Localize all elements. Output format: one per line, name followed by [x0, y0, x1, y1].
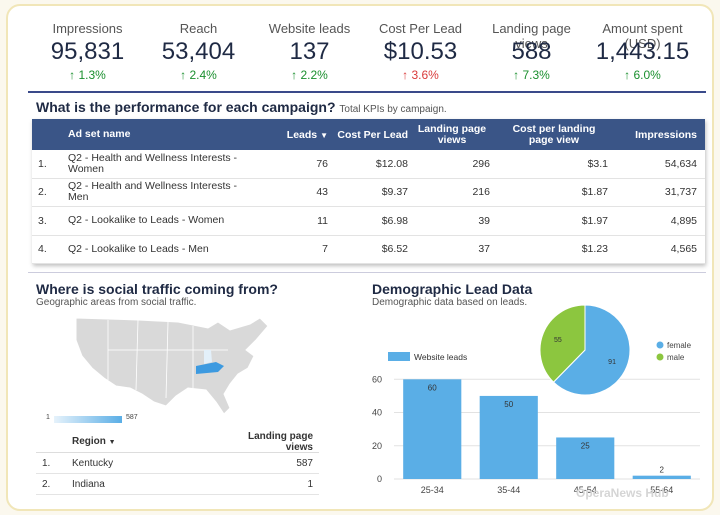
- demographic-chart: 0 20 40 60 60 25-34 50 35-44 25 45-54 2 55-64 Websit…: [372, 304, 700, 495]
- kpi-value: 1,443.15: [595, 38, 690, 65]
- bar: [479, 395, 538, 479]
- legend-max: 587: [126, 414, 138, 421]
- kpi-value: 588: [511, 38, 552, 65]
- col-cost-per-lp-view[interactable]: Cost per landing page view: [512, 122, 596, 146]
- kpi-value: 137: [289, 38, 330, 65]
- legend-min: 1: [46, 414, 50, 421]
- demo-section-subtitle: Demographic data based on leads.: [372, 297, 528, 308]
- kpi-delta: ↑ 6.0%: [624, 68, 661, 82]
- demo-section-title: Demographic Lead Data: [372, 281, 533, 297]
- pie-data-label: 55: [554, 337, 562, 344]
- bar-data-label: 2: [660, 466, 665, 475]
- x-tick-label: 55-64: [650, 485, 673, 495]
- legend-swatch-female: [656, 341, 664, 349]
- kpi-label: Cost Per Lead: [378, 21, 463, 36]
- kpi-label: Landing page views: [492, 21, 571, 51]
- x-tick-label: 35-44: [497, 485, 520, 495]
- kpi-delta: ↑ 2.2%: [291, 68, 328, 82]
- us-map-body: [75, 317, 269, 415]
- arrow-up-icon: ↑: [402, 68, 412, 82]
- kpi-delta: ↑ 7.3%: [513, 68, 550, 82]
- campaign-table: Ad set name Leads ▼ Cost Per Lead Landin…: [32, 119, 705, 264]
- geo-section-subtitle: Geographic areas from social traffic.: [36, 297, 197, 308]
- col-landing-page-views[interactable]: Landing page views: [417, 122, 487, 146]
- kpi-delta: ↑ 2.4%: [180, 68, 217, 82]
- region-table: Region ▼ Landing page views 1. Kentucky …: [36, 431, 319, 495]
- legend-swatch-website-leads: [388, 352, 410, 361]
- col-cost-per-lead[interactable]: Cost Per Lead: [337, 128, 408, 141]
- legend-label-female: female: [667, 341, 692, 350]
- table-row: 1. Kentucky 587: [36, 453, 319, 474]
- kpi-label: Website leads: [268, 21, 351, 36]
- map-color-scale: [54, 416, 122, 423]
- kpi-website-leads: Website leads 137 ↑ 2.2%: [254, 6, 365, 88]
- campaign-section-subtitle: Total KPIs by campaign.: [339, 104, 447, 115]
- col-landing-page-views[interactable]: Landing page views: [248, 430, 313, 453]
- kpi-cost-per-lead: Cost Per Lead $10.53 ↑ 3.6%: [365, 6, 476, 88]
- kpi-delta: ↑ 1.3%: [69, 68, 106, 82]
- us-map[interactable]: [68, 310, 288, 418]
- y-tick-label: 0: [377, 474, 382, 484]
- divider: [28, 91, 706, 93]
- pie-slice-female: [552, 304, 631, 396]
- kpi-value: 53,404: [161, 38, 236, 65]
- arrow-up-icon: ↑: [291, 68, 301, 82]
- y-tick-label: 60: [372, 374, 382, 384]
- table-row: 4. Q2 - Lookalike to Leads - Men 7 $6.52…: [32, 235, 705, 264]
- bar-data-label: 50: [504, 400, 513, 409]
- bar-data-label: 60: [428, 383, 437, 392]
- table-row: 1. Q2 - Health and Wellness Interests - …: [32, 150, 705, 179]
- sort-icon: ▼: [108, 439, 116, 446]
- divider: [28, 272, 706, 273]
- campaign-section-title: What is the performance for each campaig…: [36, 99, 447, 115]
- x-tick-label: 45-54: [574, 485, 597, 495]
- arrow-up-icon: ↑: [180, 68, 190, 82]
- kpi-landing-page-views: Landing page views 588 ↑ 7.3%: [476, 6, 587, 88]
- bar: [556, 437, 615, 479]
- col-ad-set-name[interactable]: Ad set name: [68, 128, 131, 140]
- kpi-impressions: Impressions 95,831 ↑ 1.3%: [32, 6, 143, 88]
- kpi-label: Reach: [179, 21, 218, 36]
- table-row: 2. Q2 - Health and Wellness Interests - …: [32, 178, 705, 207]
- kpi-value: $10.53: [383, 38, 458, 65]
- col-region[interactable]: Region ▼: [72, 436, 116, 447]
- kpi-label: Amount spent (USD): [602, 21, 683, 51]
- legend-label-male: male: [667, 353, 685, 362]
- bar: [403, 379, 462, 479]
- geo-section-title: Where is social traffic coming from?: [36, 281, 278, 297]
- table-header: Region ▼ Landing page views: [36, 431, 319, 453]
- watermark: OperaNews Hub: [576, 486, 669, 500]
- x-tick-label: 25-34: [421, 485, 444, 495]
- map-region-kentucky: [196, 362, 224, 374]
- map-state-lines: [107, 319, 228, 399]
- y-tick-label: 20: [372, 441, 382, 451]
- bar-data-label: 25: [581, 441, 590, 450]
- arrow-up-icon: ↑: [624, 68, 634, 82]
- pie-slice-male: [539, 304, 586, 383]
- col-leads[interactable]: Leads ▼: [286, 128, 328, 141]
- legend-swatch-male: [656, 353, 664, 361]
- kpi-row: Impressions 95,831 ↑ 1.3% Reach 53,404 ↑…: [8, 6, 712, 88]
- table-row: 3. Q2 - Lookalike to Leads - Women 11 $6…: [32, 207, 705, 236]
- table-row: 2. Indiana 1: [36, 474, 319, 495]
- kpi-reach: Reach 53,404 ↑ 2.4%: [143, 6, 254, 88]
- sort-desc-icon: ▼: [320, 130, 328, 140]
- dashboard: Impressions 95,831 ↑ 1.3% Reach 53,404 ↑…: [6, 4, 714, 511]
- legend-label-website-leads: Website leads: [414, 352, 467, 362]
- arrow-up-icon: ↑: [513, 68, 523, 82]
- kpi-label: Impressions: [52, 21, 123, 36]
- kpi-delta: ↑ 3.6%: [402, 68, 439, 82]
- pie-data-label: 91: [608, 359, 616, 366]
- kpi-amount-spent: Amount spent (USD) 1,443.15 ↑ 6.0%: [587, 6, 698, 88]
- col-impressions[interactable]: Impressions: [635, 128, 697, 141]
- kpi-value: 95,831: [50, 38, 125, 65]
- map-region-indiana: [204, 350, 212, 364]
- y-tick-label: 40: [372, 408, 382, 418]
- arrow-up-icon: ↑: [69, 68, 79, 82]
- bar: [632, 475, 691, 479]
- table-header: Ad set name Leads ▼ Cost Per Lead Landin…: [32, 119, 705, 150]
